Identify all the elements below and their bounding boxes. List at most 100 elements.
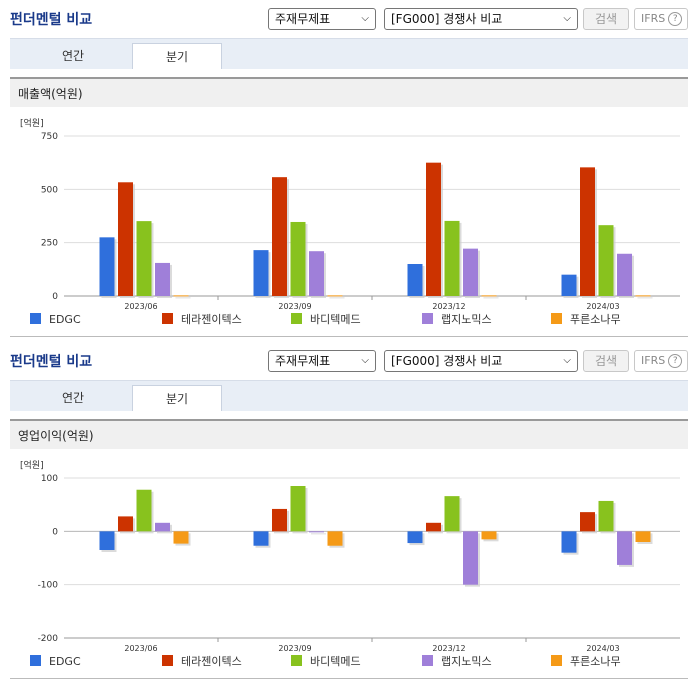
tab-annual[interactable]: 연간: [61, 49, 85, 63]
compare-select[interactable]: [FG000] 경쟁사 비교 ⌵: [384, 350, 578, 372]
help-icon: ?: [668, 354, 683, 368]
help-icon: ?: [668, 12, 683, 26]
legend-label[interactable]: EDGC: [49, 313, 81, 326]
legend-swatch: [291, 313, 302, 324]
divider: [10, 336, 688, 337]
bar-series-3-2023-12[interactable]: [444, 220, 460, 296]
bar-series-2-2023-06[interactable]: [118, 182, 133, 296]
y-tick-label: 250: [41, 239, 58, 249]
bar-series-3-2023-09[interactable]: [290, 486, 306, 532]
ifrs-label: IFRS: [641, 12, 666, 25]
bar-series-4-2023-09[interactable]: [309, 251, 324, 296]
ifrs-button[interactable]: IFRS?: [634, 350, 688, 372]
bar-series-2-2023-12[interactable]: [426, 162, 441, 296]
bar-series-2-2023-09[interactable]: [272, 508, 287, 532]
bar-series-5-2023-12[interactable]: [481, 531, 497, 540]
bar-series-5-2023-09[interactable]: [327, 295, 343, 297]
bar-series-4-2023-06[interactable]: [155, 262, 170, 296]
bar-shadow: [483, 297, 499, 299]
y-tick-label: 750: [41, 132, 58, 142]
bar-series-3-2023-06[interactable]: [136, 489, 152, 532]
bar-series-5-2024-03[interactable]: [635, 531, 651, 542]
bar-series-4-2023-12[interactable]: [463, 248, 478, 296]
bar-series-1-2024-03[interactable]: [561, 274, 577, 296]
bar-series-3-2023-09[interactable]: [290, 221, 306, 296]
divider: [10, 678, 688, 679]
legend-swatch: [551, 313, 562, 324]
chevron-down-icon: ⌵: [563, 355, 571, 366]
tab-quarterly[interactable]: 분기: [132, 385, 222, 411]
bar-series-1-2023-06[interactable]: [99, 531, 115, 550]
operating-profit-chart: [억원] -200 -100 0 100 2023/06 2023/09 2023/12 202…: [0, 456, 696, 686]
chevron-down-icon: ⌵: [361, 13, 369, 24]
legend-label[interactable]: 푸른소나무: [570, 313, 621, 326]
ifrs-label: IFRS: [641, 354, 666, 367]
legend-label[interactable]: 테라젠이텍스: [181, 313, 242, 326]
chevron-down-icon: ⌵: [361, 355, 369, 366]
bar-series-3-2023-12[interactable]: [444, 496, 460, 532]
revenue-chart: [억원] 0 250 500 750 2023/06 2023/09 2023/12 2024/…: [0, 114, 696, 344]
chart-title: 영업이익(억원): [10, 419, 688, 449]
legend-swatch: [422, 655, 433, 666]
bar-series-3-2023-06[interactable]: [136, 221, 152, 296]
tab-quarterly[interactable]: 분기: [132, 43, 222, 69]
bar-series-2-2024-03[interactable]: [580, 512, 595, 532]
tab-annual[interactable]: 연간: [61, 391, 85, 405]
bar-series-4-2024-03[interactable]: [617, 531, 632, 565]
statement-select-value: 주재무제표: [275, 354, 331, 368]
statement-select[interactable]: 주재무제표 ⌵: [268, 350, 376, 372]
bar-series-1-2023-12[interactable]: [407, 264, 423, 296]
legend-label[interactable]: 바디텍메드: [310, 313, 361, 326]
legend-swatch: [422, 313, 433, 324]
bar-series-4-2023-12[interactable]: [463, 531, 478, 585]
x-tick-label: 2023/06: [124, 302, 157, 311]
bar-series-4-2023-06[interactable]: [155, 522, 170, 532]
legend-label[interactable]: EDGC: [49, 655, 81, 668]
legend-label[interactable]: 푸른소나무: [570, 655, 621, 668]
unit-label: [억원]: [20, 459, 44, 471]
bar-series-2-2023-12[interactable]: [426, 522, 441, 532]
period-tabs: 연간 분기: [10, 38, 688, 69]
chart-svg: [억원] 0 250 500 750 2023/06 2023/09 2023/12 2024/…: [20, 117, 680, 326]
search-button[interactable]: 검색: [583, 350, 629, 372]
bar-series-4-2024-03[interactable]: [617, 253, 632, 296]
compare-select[interactable]: [FG000] 경쟁사 비교 ⌵: [384, 8, 578, 30]
bar-series-1-2023-09[interactable]: [253, 531, 269, 546]
page-title: 펀더멘털 비교: [10, 354, 93, 370]
bar-series-5-2023-06[interactable]: [173, 295, 189, 297]
x-tick-label: 2023/12: [432, 302, 465, 311]
compare-select-value: [FG000] 경쟁사 비교: [391, 354, 503, 368]
section-operating-profit: 펀더멘털 비교 주재무제표 ⌵ [FG000] 경쟁사 비교 ⌵ 검색 IFRS…: [0, 342, 696, 679]
legend-label[interactable]: 랩지노믹스: [441, 313, 492, 326]
bar-series-5-2023-12[interactable]: [481, 295, 497, 297]
bar-series-1-2023-12[interactable]: [407, 531, 423, 544]
bar-series-1-2024-03[interactable]: [561, 531, 577, 553]
bar-series-4-2023-09[interactable]: [309, 531, 324, 533]
chart-svg: [억원] -200 -100 0 100 2023/06 2023/09 2023/12 202…: [20, 459, 680, 668]
legend-label[interactable]: 테라젠이텍스: [181, 655, 242, 668]
legend-label[interactable]: 바디텍메드: [310, 655, 361, 668]
section-revenue: 펀더멘털 비교 주재무제표 ⌵ [FG000] 경쟁사 비교 ⌵ 검색 IFRS…: [0, 0, 696, 337]
bar-series-5-2023-09[interactable]: [327, 531, 343, 546]
ifrs-button[interactable]: IFRS?: [634, 8, 688, 30]
chevron-down-icon: ⌵: [563, 13, 571, 24]
x-tick-label: 2023/09: [278, 302, 311, 311]
bar-shadow: [311, 533, 326, 535]
statement-select-value: 주재무제표: [275, 12, 331, 26]
x-tick-label: 2023/12: [432, 644, 465, 653]
bar-series-3-2024-03[interactable]: [598, 500, 614, 532]
y-tick-label: 0: [52, 292, 58, 302]
bar-series-3-2024-03[interactable]: [598, 225, 614, 296]
bar-series-1-2023-09[interactable]: [253, 250, 269, 296]
search-button[interactable]: 검색: [583, 8, 629, 30]
bar-series-5-2024-03[interactable]: [635, 295, 651, 297]
section-header: 펀더멘털 비교 주재무제표 ⌵ [FG000] 경쟁사 비교 ⌵ 검색 IFRS…: [0, 0, 696, 38]
bar-series-2-2024-03[interactable]: [580, 167, 595, 296]
bar-series-5-2023-06[interactable]: [173, 531, 189, 544]
bar-series-2-2023-06[interactable]: [118, 516, 133, 532]
bar-shadow: [637, 297, 653, 299]
legend-label[interactable]: 랩지노믹스: [441, 655, 492, 668]
bar-series-1-2023-06[interactable]: [99, 237, 115, 296]
bar-series-2-2023-09[interactable]: [272, 177, 287, 296]
statement-select[interactable]: 주재무제표 ⌵: [268, 8, 376, 30]
